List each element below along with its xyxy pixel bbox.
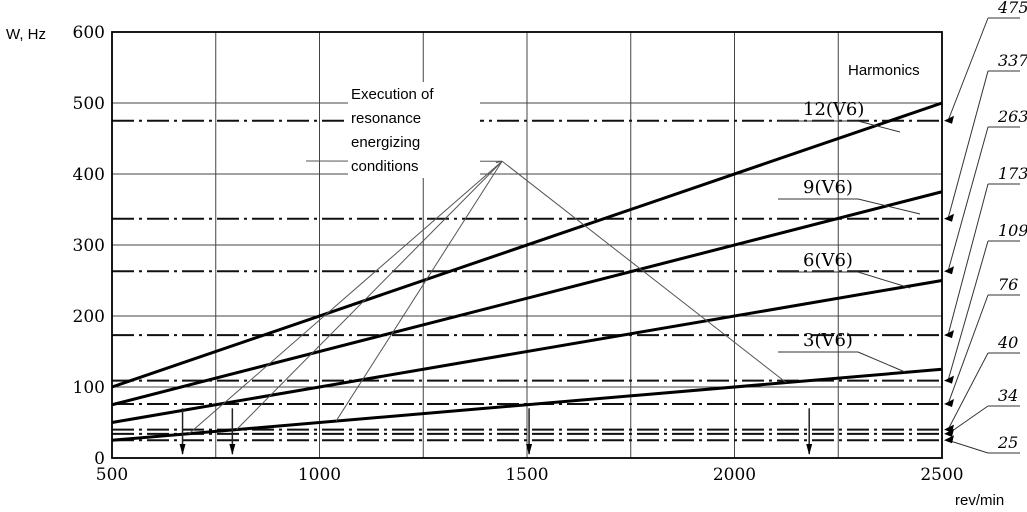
annotation-pointer-line bbox=[188, 160, 503, 435]
annotation-text-line: energizing bbox=[351, 134, 420, 151]
series-line bbox=[111, 101, 943, 389]
annotation-lines bbox=[188, 160, 787, 435]
series-label: 9(V6) bbox=[803, 177, 853, 198]
frequency-label-arrowhead bbox=[944, 330, 954, 339]
y-axis-label: W, Hz bbox=[6, 26, 46, 43]
annotation-pointer-line bbox=[495, 160, 503, 164]
frequency-label-arrowhead bbox=[944, 399, 954, 408]
series-line bbox=[111, 279, 943, 424]
annotation-pointer-line bbox=[335, 160, 503, 422]
series-lines bbox=[111, 101, 943, 442]
x-tick-label: 2500 bbox=[920, 465, 963, 485]
harmonics-title: Harmonics bbox=[848, 62, 920, 79]
frequency-label: 25 bbox=[997, 433, 1018, 452]
frequency-label: 34 bbox=[998, 386, 1018, 405]
annotation-text-line: resonance bbox=[351, 110, 421, 127]
frequency-label: 109 bbox=[998, 221, 1027, 240]
series-line bbox=[111, 367, 943, 442]
series-label-leader bbox=[857, 198, 921, 215]
frequency-label: 76 bbox=[998, 275, 1018, 294]
frequency-label: 337 bbox=[998, 51, 1027, 70]
resonance-arrowhead bbox=[526, 444, 533, 455]
annotation-text-background bbox=[348, 82, 480, 178]
frequency-label: 263 bbox=[997, 107, 1027, 126]
y-tick-label: 600 bbox=[73, 23, 105, 43]
frequency-label-pointer bbox=[947, 126, 989, 272]
natural-frequency-labels: 475 337 263 173 109 76 40 34 25 bbox=[944, 0, 1027, 454]
resonance-arrowhead bbox=[229, 444, 236, 455]
y-tick-label: 0 bbox=[94, 449, 105, 469]
frequency-label: 173 bbox=[998, 164, 1027, 183]
y-tick-label: 200 bbox=[73, 307, 105, 327]
x-tick-label: 500 bbox=[96, 465, 128, 485]
y-tick-label: 300 bbox=[73, 236, 105, 256]
y-tick-label: 100 bbox=[73, 378, 105, 398]
series-label: 6(V6) bbox=[803, 250, 853, 271]
annotation-text-line: Execution of bbox=[351, 86, 434, 103]
frequency-label-arrowhead bbox=[944, 266, 954, 275]
annotation-pointer-line bbox=[501, 160, 787, 384]
annotation-text-line: conditions bbox=[351, 158, 419, 175]
x-axis-label: rev/min bbox=[955, 492, 1004, 509]
frequency-label-arrowhead bbox=[944, 428, 954, 437]
x-tick-label: 2000 bbox=[713, 465, 756, 485]
frequency-label-pointer bbox=[947, 240, 989, 381]
tick-labels: 500 1000 1500 2000 2500 0 100 200 300 400 500 600 bbox=[73, 23, 964, 485]
frequency-label-arrowhead bbox=[944, 435, 954, 444]
series-label: 3(V6) bbox=[803, 330, 853, 351]
series-label: 12(V6) bbox=[803, 99, 864, 120]
frequency-label-pointer bbox=[947, 70, 989, 219]
frequency-label-pointer bbox=[947, 183, 989, 336]
plot-frame bbox=[111, 31, 943, 459]
frequency-label-arrowhead bbox=[944, 115, 954, 124]
frequency-label: 475 bbox=[997, 0, 1027, 17]
x-tick-label: 1500 bbox=[505, 465, 548, 485]
resonance-arrowhead bbox=[806, 444, 813, 455]
frequency-label-pointer bbox=[947, 17, 989, 121]
y-tick-label: 400 bbox=[73, 165, 105, 185]
resonance-arrows bbox=[179, 408, 813, 455]
series-line bbox=[111, 190, 943, 407]
resonance-arrowhead bbox=[179, 444, 186, 455]
frequency-label-pointer bbox=[947, 439, 989, 454]
series-label-leader bbox=[857, 351, 906, 373]
annotation-pointer-line bbox=[236, 160, 503, 430]
annotation-text: Execution of resonance energizing condition… bbox=[348, 82, 480, 178]
frequency-label-pointer bbox=[947, 352, 989, 430]
x-tick-label: 1000 bbox=[298, 465, 341, 485]
series-label-leader bbox=[857, 120, 901, 133]
frequency-label-pointer bbox=[947, 405, 989, 435]
frequency-label-arrowhead bbox=[944, 213, 954, 222]
y-tick-label: 500 bbox=[73, 94, 105, 114]
frequency-label-arrowhead bbox=[944, 375, 954, 384]
series-label-leader bbox=[857, 271, 911, 289]
frequency-label-pointer bbox=[947, 294, 989, 405]
series-labels: 12(V6) 9(V6) 6(V6) 3(V6) bbox=[778, 99, 921, 373]
frequency-label: 40 bbox=[997, 333, 1018, 352]
